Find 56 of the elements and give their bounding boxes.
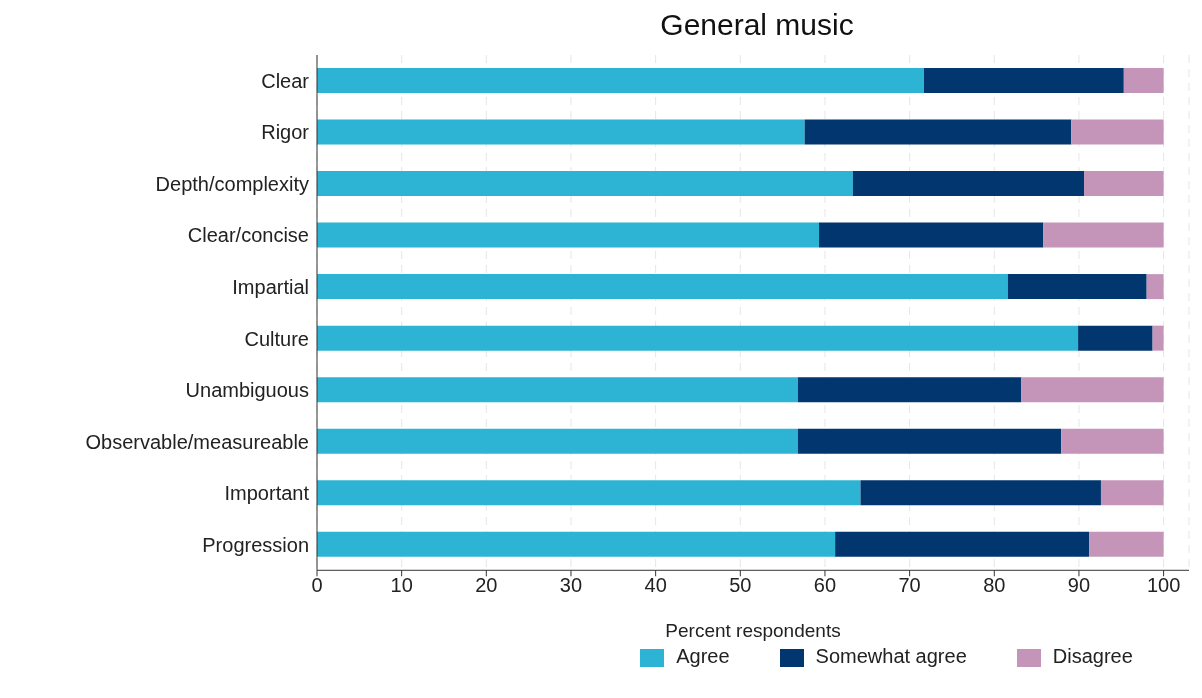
bar bbox=[1043, 222, 1164, 248]
bar bbox=[1021, 377, 1164, 403]
bar bbox=[317, 68, 925, 93]
y-tick-label: Rigor bbox=[261, 121, 310, 144]
bar bbox=[1084, 171, 1164, 197]
bar bbox=[804, 119, 1072, 145]
bar bbox=[1089, 531, 1164, 557]
bar bbox=[317, 274, 1008, 300]
bar bbox=[819, 222, 1044, 248]
legend-label: Somewhat agree bbox=[815, 645, 967, 668]
chart-title: General music bbox=[659, 8, 855, 42]
bar bbox=[1100, 480, 1164, 506]
bar bbox=[317, 480, 861, 506]
y-tick-label: Clear bbox=[261, 69, 310, 92]
x-tick-label: 10 bbox=[390, 574, 413, 597]
bar bbox=[317, 119, 805, 145]
x-axis-title: Percent respondents bbox=[665, 620, 841, 642]
bar bbox=[797, 428, 1062, 454]
bar bbox=[317, 325, 1079, 351]
y-tick-label: Observable/measureable bbox=[85, 430, 309, 453]
y-tick-label: Important bbox=[224, 482, 310, 505]
bar bbox=[1146, 274, 1164, 300]
y-tick-label: Clear/concise bbox=[187, 224, 309, 247]
x-tick-label: 80 bbox=[983, 574, 1006, 597]
bar bbox=[1061, 428, 1164, 454]
y-tick-label: Culture bbox=[244, 327, 309, 350]
bar bbox=[317, 531, 836, 557]
bar bbox=[1152, 325, 1164, 351]
bar bbox=[835, 531, 1090, 557]
y-tick-label: Progression bbox=[202, 533, 309, 556]
x-tick-label: 50 bbox=[729, 574, 752, 597]
x-tick-label: 100 bbox=[1146, 574, 1181, 597]
y-tick-label: Unambiguous bbox=[185, 379, 309, 402]
bar bbox=[317, 171, 853, 197]
bar bbox=[1071, 119, 1164, 145]
x-tick-label: 60 bbox=[813, 574, 837, 597]
x-tick-label: 90 bbox=[1067, 574, 1091, 597]
bar bbox=[924, 68, 1124, 93]
bar bbox=[1123, 68, 1164, 93]
legend-label: Agree bbox=[676, 645, 730, 668]
bar bbox=[317, 377, 798, 403]
bar bbox=[1078, 325, 1153, 351]
x-tick-label: 20 bbox=[475, 574, 498, 597]
bar bbox=[317, 222, 820, 248]
bar bbox=[317, 428, 798, 454]
x-tick-label: 0 bbox=[311, 574, 323, 597]
x-tick-label: 30 bbox=[559, 574, 583, 597]
y-tick-label: Impartial bbox=[232, 275, 309, 298]
x-tick-label: 40 bbox=[644, 574, 667, 597]
y-tick-label: Depth/complexity bbox=[155, 172, 309, 195]
bar bbox=[852, 171, 1085, 197]
x-tick-label: 70 bbox=[898, 574, 921, 597]
bar bbox=[1007, 274, 1147, 300]
legend-label: Disagree bbox=[1052, 645, 1133, 668]
bar bbox=[860, 480, 1101, 506]
bar bbox=[797, 377, 1022, 403]
